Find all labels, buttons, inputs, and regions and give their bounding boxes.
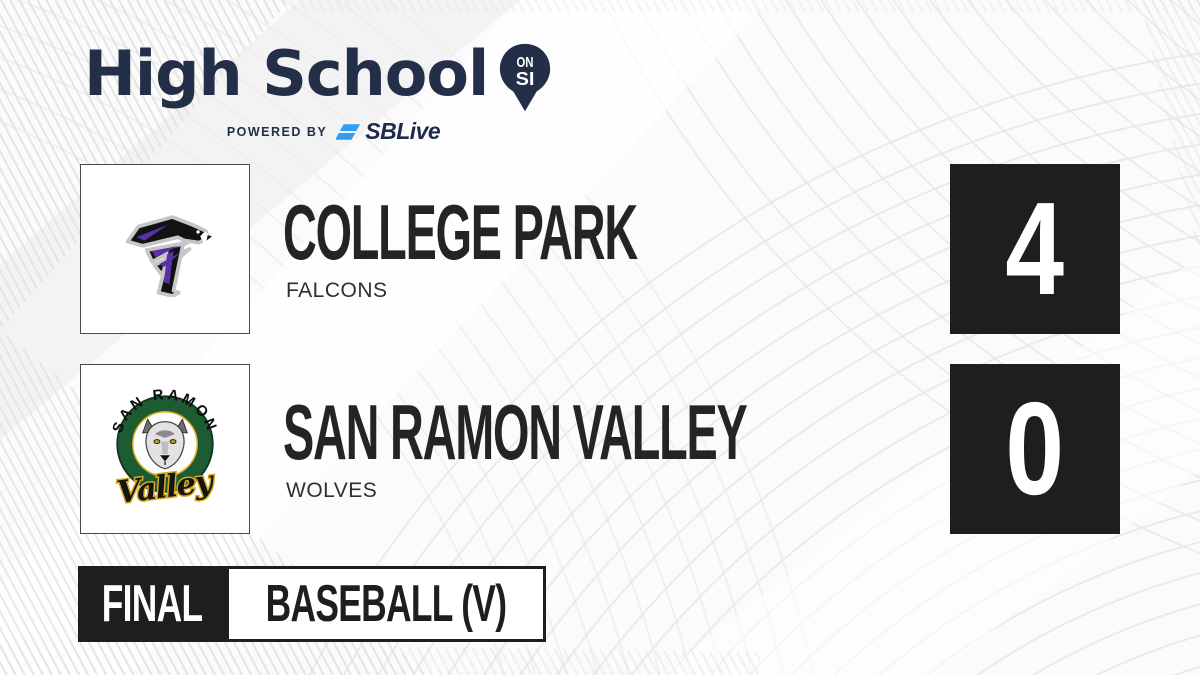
team-name: COLLEGE PARK [283,188,638,276]
brand-title: High School [84,37,489,110]
status-text: FINAL [101,575,203,633]
team-logo-box [80,164,250,334]
score-value: 4 [1005,175,1065,322]
pin-text-si: SI [516,68,535,89]
footer-bar: FINAL BASEBALL (V) [78,566,546,642]
team-mascot: WOLVES [286,479,378,502]
score-value: 0 [1005,375,1065,522]
sblive-lockup: SBLive [336,118,441,144]
status-badge: FINAL [78,566,226,642]
team-logo-box: SAN RAMON Valley [80,364,250,534]
score-box: 0 [950,364,1120,534]
powered-by-label: POWERED BY [226,124,328,139]
sblive-bolt-icon [336,123,361,140]
header: High School ON SI POWERED BY SBLive [84,43,552,143]
sblive-wordmark: SBLive [365,118,441,144]
falcons-logo-icon [125,215,212,297]
on-si-pin-icon: ON SI [500,43,551,112]
event-label: BASEBALL (V) [265,575,507,633]
wolf-head [141,418,189,470]
powered-by-row: POWERED BY SBLive [226,118,441,144]
brand-row: High School ON SI [84,43,552,113]
score-box: 4 [950,164,1120,334]
event-box: BASEBALL (V) [226,566,546,642]
team-mascot: FALCONS [286,279,388,302]
pin-text-on: ON [517,55,534,71]
team-name: SAN RAMON VALLEY [283,388,748,476]
wolves-logo-icon: SAN RAMON Valley [110,387,218,511]
